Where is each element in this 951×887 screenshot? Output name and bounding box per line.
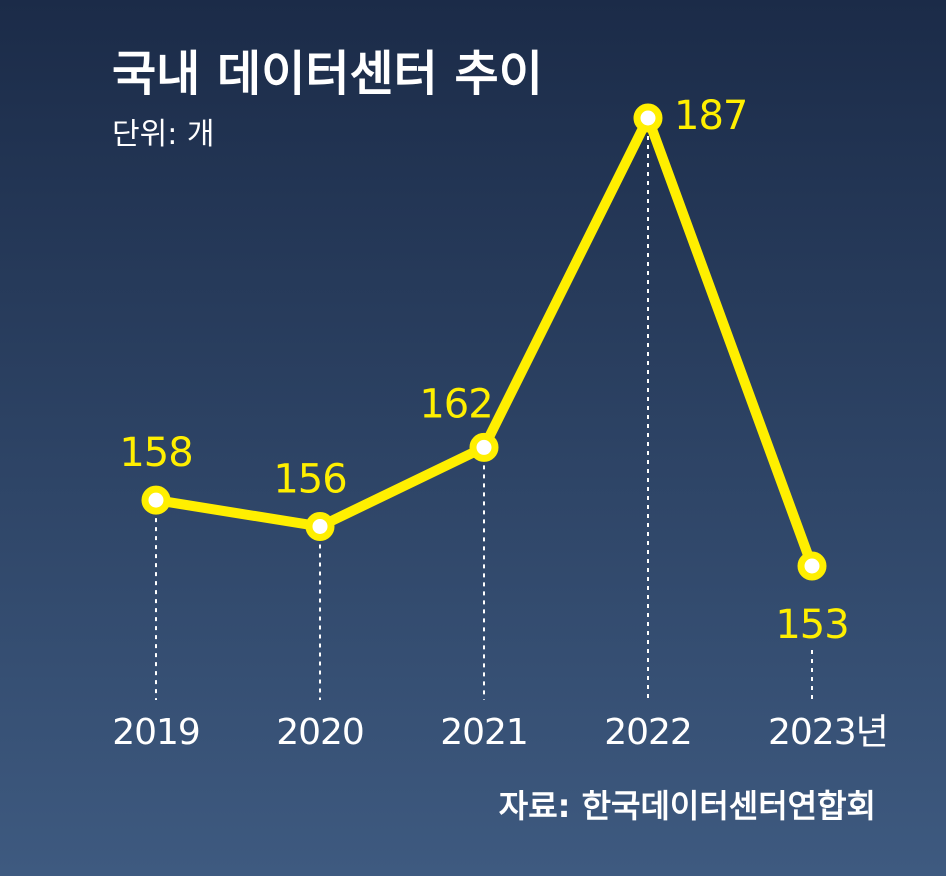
data-labels: 158 156 162 187 153 (119, 93, 849, 648)
x-tick-1: 2020 (276, 712, 364, 753)
data-label-1: 156 (273, 456, 346, 502)
data-label-2: 162 (419, 381, 492, 427)
data-point-4 (797, 551, 827, 581)
data-point-2 (469, 432, 499, 462)
x-tick-4: 2023년 (768, 712, 888, 753)
x-tick-3: 2022 (604, 712, 692, 753)
data-point-0 (141, 485, 171, 515)
x-tick-2: 2021 (440, 712, 528, 753)
x-tick-0: 2019 (112, 712, 200, 753)
x-axis-ticks: 2019 2020 2021 2022 2023년 (112, 712, 889, 753)
data-label-3: 187 (674, 93, 747, 139)
points-layer (141, 103, 827, 581)
chart-title: 국내 데이터센터 추이 (112, 46, 543, 102)
guide-lines (155, 136, 813, 700)
source-note: 자료: 한국데이터센터연합회 (499, 787, 876, 825)
data-point-3 (633, 103, 663, 133)
data-label-0: 158 (119, 430, 192, 476)
data-label-4: 153 (775, 602, 848, 648)
data-point-1 (305, 511, 335, 541)
unit-label: 단위: 개 (112, 117, 214, 152)
